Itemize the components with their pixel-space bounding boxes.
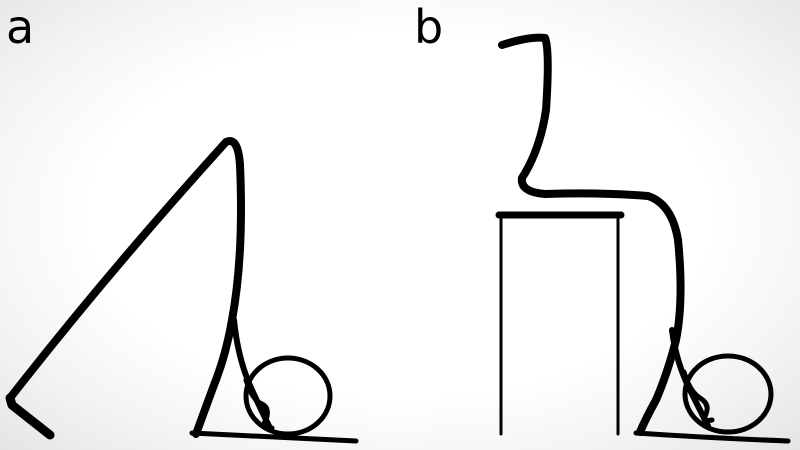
panel-b-head	[682, 353, 774, 435]
panel-a-figure	[5, 137, 359, 444]
panel-a-hand	[243, 377, 275, 431]
panel-b-floor-line	[633, 430, 791, 444]
panel-b-hand	[681, 369, 715, 423]
panel-a-head	[243, 355, 333, 437]
panel-b-leg	[498, 33, 682, 244]
panel-a-foot	[5, 393, 55, 440]
panel-label-b: b	[414, 0, 444, 54]
panel-label-a: a	[6, 0, 35, 54]
panel-a-leg	[6, 137, 244, 402]
panel-a-floor-line	[189, 430, 359, 444]
panel-b-torso	[636, 236, 685, 436]
panel-a-torso	[192, 161, 245, 438]
panel-b-figure	[495, 33, 791, 444]
